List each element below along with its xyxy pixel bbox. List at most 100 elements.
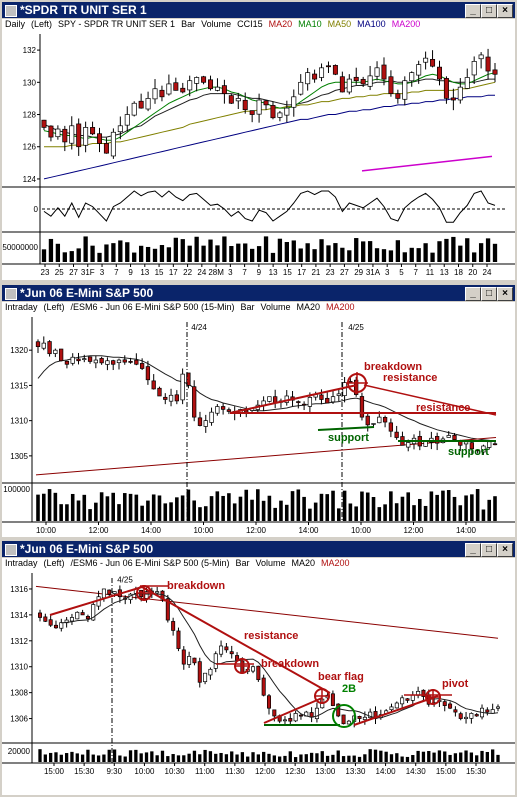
candle-body: [122, 359, 127, 363]
candle-body: [362, 716, 367, 720]
volume-bar: [464, 750, 468, 762]
volume-bar: [88, 509, 92, 521]
candle-body: [197, 661, 202, 683]
volume-bar: [62, 252, 67, 262]
candle-body: [157, 387, 162, 397]
candle-body: [365, 415, 370, 426]
volume-bar: [296, 489, 301, 521]
x-tick-label: 15:00: [44, 767, 65, 776]
volume-bar: [388, 250, 394, 262]
volume-bar: [155, 755, 159, 762]
volume-bar: [347, 755, 351, 762]
annotation-breakdown: breakdown: [261, 658, 319, 670]
volume-bar: [429, 491, 434, 521]
candle-body: [168, 394, 174, 402]
x-tick-label: 9:30: [106, 767, 122, 776]
volume-bar: [117, 504, 121, 521]
candle-body: [261, 677, 266, 696]
volume-bar: [485, 751, 489, 762]
candle-body: [256, 99, 262, 115]
candle-body: [97, 133, 103, 144]
maximize-button[interactable]: □: [481, 4, 497, 18]
window-title-bar[interactable]: *Jun 06 E-Mini S&P 500 _ □ ×: [2, 285, 515, 301]
date-marker: 4/25: [117, 576, 133, 585]
volume-bar: [221, 495, 225, 521]
volume-bar: [374, 248, 380, 262]
volume-bar: [105, 496, 110, 521]
candle-body: [443, 78, 449, 99]
minimize-button[interactable]: _: [465, 4, 481, 18]
volume-bar: [262, 751, 266, 762]
y-tick-label: 128: [23, 111, 37, 120]
candle-body: [319, 67, 325, 78]
volume-bar: [309, 752, 314, 762]
volume-bar: [279, 500, 283, 521]
volume-bar: [400, 756, 404, 762]
candle-body: [176, 630, 181, 649]
y-tick-label: 1306: [10, 715, 28, 724]
volume-bar: [284, 242, 289, 262]
candle-body: [367, 75, 373, 87]
candle-body: [430, 59, 436, 67]
volume-bar: [367, 241, 373, 262]
x-tick-label: 24: [197, 268, 206, 277]
support-line: [317, 426, 375, 431]
window-title-bar[interactable]: *SPDR TR UNIT SER 1 _ □ ×: [2, 2, 515, 18]
minimize-button[interactable]: _: [465, 543, 481, 557]
volume-bar: [406, 492, 411, 521]
window-title-bar[interactable]: *Jun 06 E-Mini S&P 500 _ □ ×: [2, 541, 515, 557]
candle-body: [235, 98, 241, 102]
ma200-label: MA200: [391, 19, 421, 29]
candle-body: [145, 98, 151, 110]
annotation-pivot: pivot: [442, 678, 469, 690]
minimize-button[interactable]: _: [465, 287, 481, 301]
y-tick-label: 1310: [10, 663, 28, 672]
candle-body: [181, 649, 186, 665]
rising-trendline: [49, 586, 143, 616]
maximize-button[interactable]: □: [481, 287, 497, 301]
volume-bar: [446, 490, 451, 521]
volume-bar: [69, 251, 74, 262]
candle-body: [251, 666, 256, 672]
candle-body: [282, 719, 287, 722]
annotation-resistance: resistance: [416, 402, 470, 414]
x-tick-label: 10:30: [165, 767, 186, 776]
volume-bar: [65, 504, 69, 521]
volume-bar: [250, 499, 254, 521]
volume-bar: [402, 252, 407, 262]
y-tick-label: 130: [23, 78, 37, 87]
candle-body: [187, 80, 193, 91]
volume-bar: [240, 752, 245, 762]
volume-bar: [230, 751, 234, 762]
volume-bar: [379, 750, 383, 762]
candle-body: [87, 356, 93, 362]
volume-bar: [111, 492, 115, 521]
volume-bar: [452, 496, 457, 521]
close-button[interactable]: ×: [497, 4, 513, 18]
volume-bar: [76, 500, 81, 521]
ma50-line: [44, 81, 496, 148]
ma10-label: MA10: [298, 19, 322, 29]
x-tick-label: 7: [242, 268, 247, 277]
x-tick-label: 12:30: [285, 767, 306, 776]
x-tick-label: 24: [483, 268, 492, 277]
chart-window-icon: [5, 288, 17, 300]
candle-body: [58, 348, 64, 362]
volume-bar: [243, 243, 248, 262]
close-button[interactable]: ×: [497, 543, 513, 557]
volume-bar: [389, 491, 393, 521]
candle-body: [395, 93, 401, 99]
candle-body: [353, 76, 359, 82]
volume-bar: [480, 750, 484, 762]
chart-type-label: Bar: [240, 302, 255, 312]
candle-body: [357, 716, 362, 719]
candle-body: [421, 689, 426, 697]
candle-body: [381, 64, 387, 80]
ma20-line: [37, 355, 496, 442]
candle-body: [69, 617, 74, 622]
x-tick-label: 15:30: [74, 767, 95, 776]
volume-bar: [187, 753, 191, 762]
close-button[interactable]: ×: [497, 287, 513, 301]
maximize-button[interactable]: □: [481, 543, 497, 557]
volume-bar: [186, 489, 191, 521]
